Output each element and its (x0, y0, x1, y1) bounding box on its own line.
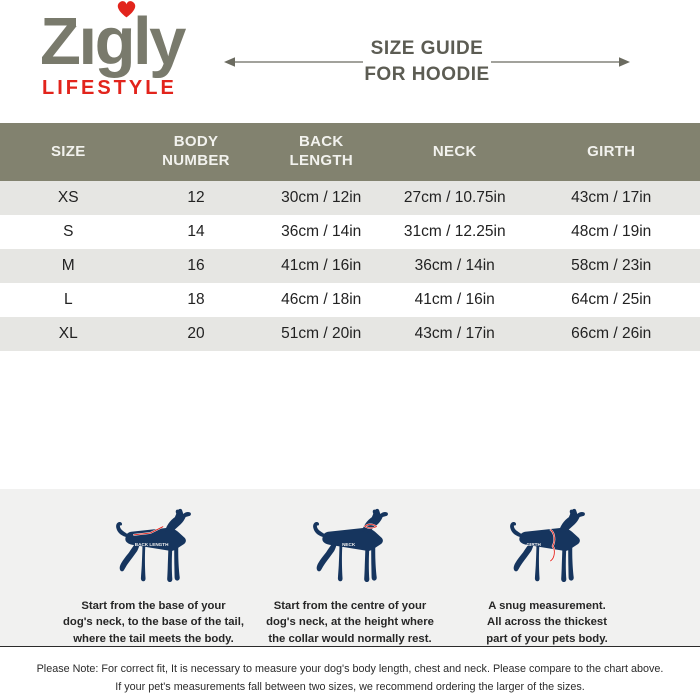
svg-text:GIRTH: GIRTH (526, 542, 541, 547)
svg-text:NECK: NECK (342, 542, 356, 547)
svg-text:BACK LENGTH: BACK LENGTH (135, 542, 169, 547)
